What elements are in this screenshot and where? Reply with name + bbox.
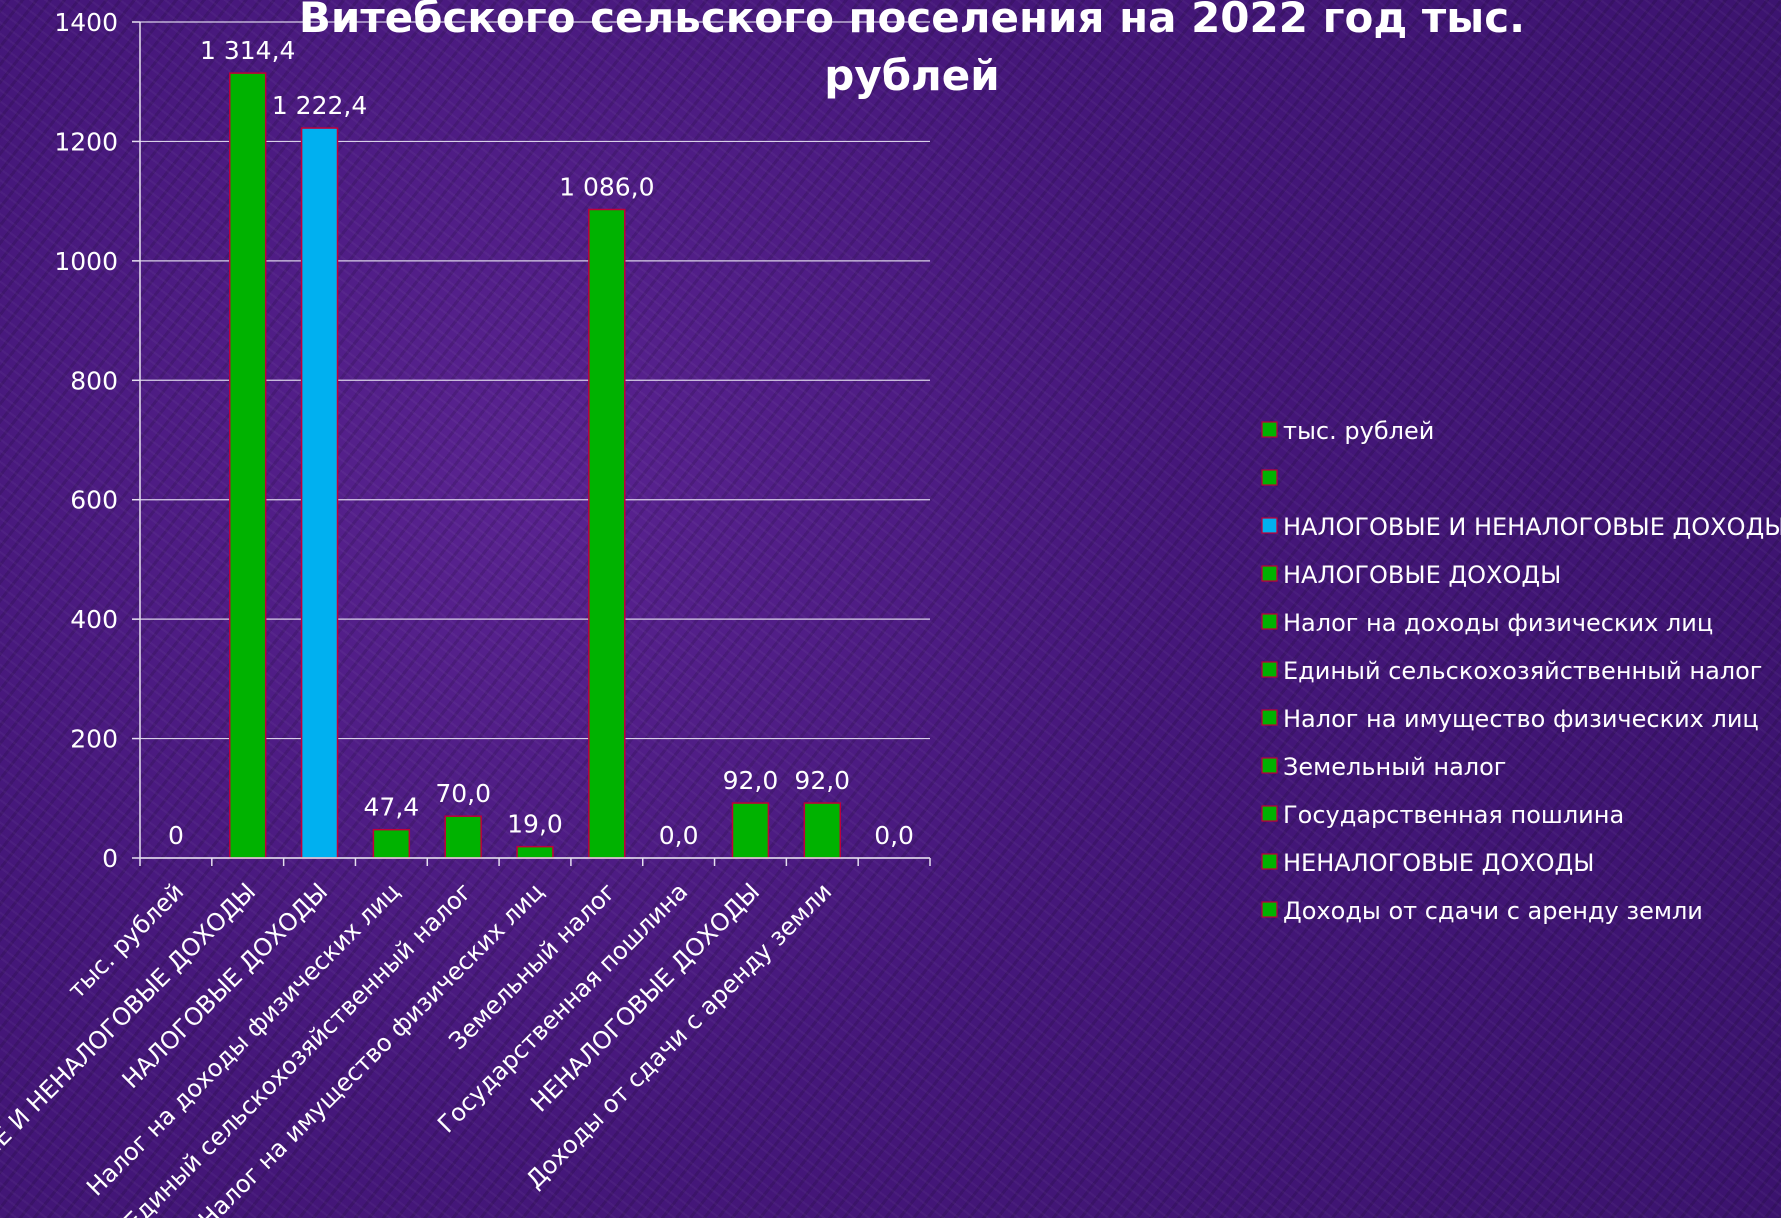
bar-5 [516, 845, 554, 859]
chart-axes [139, 22, 931, 866]
data-label-4: 70,0 [435, 779, 491, 808]
chart-gridlines [140, 21, 930, 859]
legend-label-3: НАЛОГОВЫЕ ДОХОДЫ [1283, 561, 1561, 589]
data-label-5: 19,0 [507, 810, 563, 839]
legend-swatch-5 [1261, 661, 1278, 678]
y-axis-ticks: 0 200 400 600 800 1000 1200 1400 [54, 8, 140, 873]
y-tick-label: 1400 [54, 8, 118, 37]
chart-title-line-1: Витебского сельского поселения на 2022 г… [299, 0, 1525, 42]
legend-swatch-4 [1261, 613, 1278, 630]
legend-swatch-2 [1261, 517, 1278, 534]
data-label-8: 92,0 [723, 766, 779, 795]
data-label-6: 1 086,0 [559, 173, 654, 202]
y-tick-label: 800 [70, 366, 118, 395]
y-tick-label: 600 [70, 486, 118, 515]
chart-title-line-2: рублей [824, 51, 999, 100]
data-label-7: 0,0 [659, 821, 699, 850]
legend-swatch-1 [1261, 469, 1278, 486]
chart-title: Витебского сельского поселения на 2022 г… [299, 0, 1525, 100]
legend-swatch-10 [1261, 901, 1278, 918]
legend-label-9: НЕНАЛОГОВЫЕ ДОХОДЫ [1283, 849, 1594, 877]
legend-swatch-7 [1261, 757, 1278, 774]
legend-swatch-0 [1261, 421, 1278, 438]
bar-8 [731, 802, 770, 859]
legend-swatch-9 [1261, 853, 1278, 870]
legend-label-10: Доходы от сдачи с аренду земли [1283, 897, 1703, 925]
legend-label-2: НАЛОГОВЫЕ И НЕНАЛОГОВЫЕ ДОХОДЫ [1283, 513, 1781, 541]
legend-label-4: Налог на доходы физических лиц [1283, 609, 1713, 637]
y-tick-label: 1000 [54, 247, 118, 276]
bar-9 [803, 802, 841, 859]
y-tick-label: 0 [102, 844, 118, 873]
data-label-9: 92,0 [794, 766, 850, 795]
chart-legend: тыс. рублей НАЛОГОВЫЕ И НЕНАЛОГОВЫЕ ДОХОД… [1261, 417, 1781, 925]
bar-6 [588, 208, 626, 859]
data-label-10: 0,0 [874, 821, 914, 850]
chart-data-labels: 0 1 314,4 1 222,4 47,4 70,0 19,0 1 086,0 0,0 92,… [168, 36, 914, 850]
legend-label-7: Земельный налог [1283, 753, 1506, 781]
data-label-3: 47,4 [364, 793, 420, 822]
chart-bars [229, 72, 841, 859]
y-tick-label: 400 [70, 605, 118, 634]
y-tick-label: 200 [70, 725, 118, 754]
legend-label-6: Налог на имущество физических лиц [1283, 705, 1759, 733]
bar-2 [300, 127, 339, 859]
legend-swatch-6 [1261, 709, 1278, 726]
legend-swatch-3 [1261, 565, 1278, 582]
legend-label-5: Единый сельскохозяйственный налог [1283, 657, 1762, 685]
data-label-0: 0 [168, 821, 184, 850]
bar-1 [229, 72, 267, 859]
legend-label-8: Государственная пошлина [1283, 801, 1624, 829]
y-tick-label: 1200 [54, 127, 118, 156]
legend-label-0: тыс. рублей [1283, 417, 1434, 445]
data-label-2: 1 222,4 [272, 91, 367, 120]
bar-4 [444, 815, 482, 859]
bar-3 [372, 828, 411, 859]
legend-swatch-8 [1261, 805, 1278, 822]
data-label-1: 1 314,4 [200, 36, 295, 65]
